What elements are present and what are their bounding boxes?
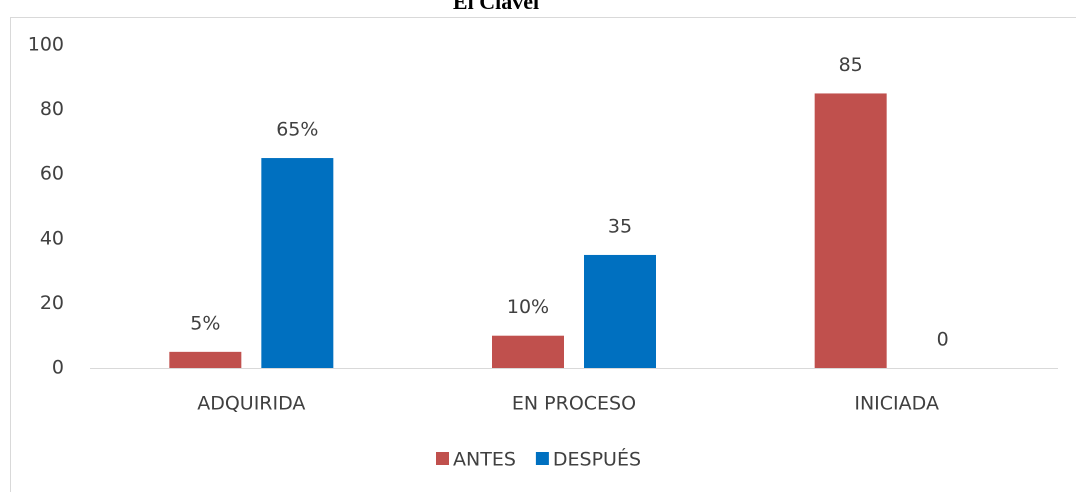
y-tick-label: 40	[40, 227, 64, 249]
y-tick-label: 80	[40, 98, 64, 120]
x-tick-label: INICIADA	[854, 393, 939, 415]
legend-swatch	[535, 452, 549, 465]
chart-frame	[10, 17, 1076, 492]
data-label: 10%	[507, 296, 549, 318]
bar	[169, 351, 242, 368]
x-tick-label: EN PROCESO	[512, 393, 636, 415]
y-tick-label: 60	[40, 163, 64, 185]
bar	[814, 93, 887, 368]
legend-label: ANTES	[453, 449, 516, 471]
bar	[584, 254, 656, 368]
bar	[492, 335, 564, 368]
data-label: 35	[608, 215, 632, 237]
data-label: 0	[937, 329, 949, 351]
data-label: 5%	[190, 312, 220, 334]
y-tick-label: 0	[52, 357, 64, 379]
legend-label: DESPUÉS	[553, 448, 641, 471]
bar	[261, 158, 334, 368]
legend-swatch	[436, 452, 449, 465]
chart-title: El Clavel	[453, 0, 539, 14]
y-tick-label: 20	[40, 292, 64, 314]
data-label: 85	[839, 54, 863, 76]
x-tick-label: ADQUIRIDA	[197, 393, 305, 415]
y-tick-label: 100	[28, 34, 64, 56]
data-label: 65%	[276, 119, 318, 141]
